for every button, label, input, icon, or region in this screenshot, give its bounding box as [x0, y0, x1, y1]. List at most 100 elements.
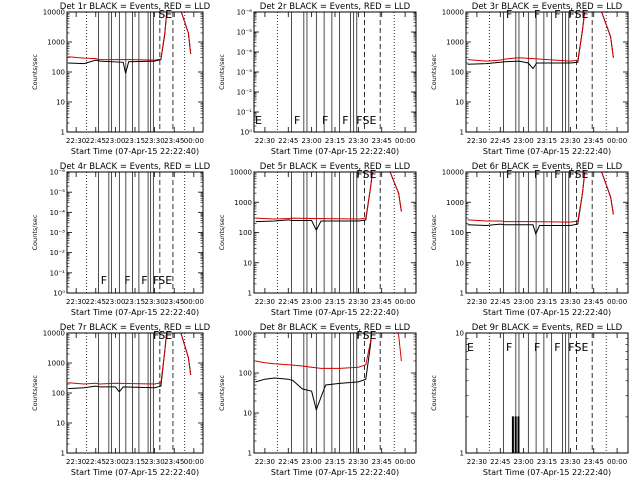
y-tick-label: 10: [455, 259, 464, 267]
x-tick-label: 23:45: [372, 458, 392, 466]
x-tick-label: 23:30: [145, 458, 165, 466]
lld-series-line: [467, 172, 614, 223]
x-tick-label: 23:15: [125, 137, 145, 145]
x-tick-label: 22:45: [490, 137, 510, 145]
y-tick-label: 1: [460, 290, 464, 298]
panel-det-8: Det 8r BLACK = Events, RED = LLD Counts/s…: [218, 323, 417, 477]
flag-label: SE: [574, 341, 588, 354]
x-tick-label: 00:00: [607, 137, 627, 145]
flag-label: SE: [574, 8, 588, 21]
event-lines: [488, 333, 607, 453]
flag-label: F: [568, 8, 574, 21]
y-tick-label: 1000: [234, 199, 252, 207]
x-axis-label: Start Time (07-Apr-15 22:22:40): [71, 308, 199, 317]
y-tick-label: 10⁻⁵: [50, 189, 66, 197]
x-tick-label: 23:30: [560, 298, 580, 306]
flag-label: SE: [574, 168, 588, 181]
y-tick-label: 10⁻⁶: [237, 9, 253, 17]
x-tick-label: 22:30: [255, 458, 275, 466]
y-tick-label: 10000: [442, 169, 464, 177]
y-tick-label: 10000: [230, 169, 252, 177]
x-tick-label: 23:00: [514, 458, 534, 466]
flag-label: SE: [158, 8, 172, 21]
flag-label: F: [322, 114, 328, 127]
y-tick-label: 1: [248, 290, 252, 298]
panel-det-5: Det 5r BLACK = Events, RED = LLD Counts/s…: [218, 162, 417, 317]
flag-label: F: [534, 8, 540, 21]
y-tick-label: 10: [243, 259, 252, 267]
x-tick-label: 22:45: [278, 458, 298, 466]
event-lines: [86, 172, 186, 293]
series-group: [68, 333, 192, 393]
y-tick-label: 1: [460, 450, 464, 458]
lld-series-line: [255, 333, 402, 369]
lld-series-line: [467, 12, 614, 62]
x-tick-label: 23:30: [560, 458, 580, 466]
event-lines: [86, 333, 186, 453]
flag-label: F: [124, 274, 130, 287]
panel-title: Det 9r BLACK = Events, RED = LLD: [472, 323, 623, 333]
plot-frame: [66, 171, 204, 294]
x-tick-label: 23:15: [125, 458, 145, 466]
y-tick-label: 1000: [47, 39, 65, 47]
x-tick-label: 23:00: [105, 137, 125, 145]
plot-frame: [66, 332, 204, 454]
x-tick-label: 00:00: [184, 298, 204, 306]
y-axis-label: Counts/sec: [430, 375, 438, 411]
x-tick-label: 22:30: [66, 298, 86, 306]
x-tick-label: 23:45: [584, 298, 604, 306]
flag-label: F: [534, 341, 540, 354]
y-axis-label: Counts/sec: [218, 54, 226, 90]
y-tick-label: 100: [239, 370, 252, 378]
flag-label: F: [554, 168, 560, 181]
y-tick-label: 10: [243, 410, 252, 418]
event-lines: [488, 12, 607, 132]
plot-frame: [465, 11, 629, 133]
flag-label: F: [294, 114, 300, 127]
x-tick-label: 00:00: [184, 458, 204, 466]
plot-frame: [253, 332, 417, 454]
y-tick-label: 10⁻⁴: [50, 209, 66, 217]
x-tick-label: 23:00: [514, 137, 534, 145]
panel-title: Det 1r BLACK = Events, RED = LLD: [60, 2, 211, 12]
x-axis-label: Start Time (07-Apr-15 22:22:40): [271, 147, 399, 156]
lld-series-line: [68, 12, 192, 61]
x-tick-label: 00:00: [395, 298, 415, 306]
panel-title: Det 5r BLACK = Events, RED = LLD: [260, 162, 411, 172]
panel-title: Det 3r BLACK = Events, RED = LLD: [472, 2, 623, 12]
y-tick-label: 10⁻⁶: [50, 169, 66, 177]
flag-label: F: [568, 168, 574, 181]
x-tick-label: 22:30: [66, 458, 86, 466]
event-lines: [276, 12, 395, 132]
x-tick-label: 22:45: [490, 458, 510, 466]
x-tick-label: 23:15: [325, 137, 345, 145]
y-tick-label: 10: [455, 99, 464, 107]
x-tick-label: 23:15: [537, 458, 557, 466]
flag-label: F: [356, 168, 362, 181]
plot-frame: [465, 332, 629, 454]
y-tick-label: 1: [61, 450, 65, 458]
y-tick-label: 100: [52, 390, 65, 398]
x-axis-label: Start Time (07-Apr-15 22:22:40): [483, 468, 611, 477]
panel-title: Det 8r BLACK = Events, RED = LLD: [260, 323, 411, 333]
flag-label: F: [101, 274, 107, 287]
y-tick-label: 10⁻³: [237, 69, 253, 77]
panel-det-6: Det 6r BLACK = Events, RED = LLD Counts/s…: [430, 162, 629, 317]
x-tick-label: 00:00: [184, 137, 204, 145]
x-tick-label: 23:00: [514, 298, 534, 306]
x-tick-label: 22:30: [255, 298, 275, 306]
x-tick-label: 23:45: [164, 137, 184, 145]
x-tick-label: 00:00: [395, 458, 415, 466]
x-tick-label: 22:30: [467, 137, 487, 145]
events-series-line: [68, 12, 192, 74]
y-tick-label: 1000: [47, 360, 65, 368]
x-axis-label: Start Time (07-Apr-15 22:22:40): [271, 468, 399, 477]
x-tick-label: 22:45: [278, 137, 298, 145]
y-tick-label: 10⁻¹: [237, 109, 253, 117]
flag-label: SE: [362, 114, 376, 127]
series-group: [511, 416, 520, 453]
flag-label: F: [153, 329, 159, 342]
y-tick-label: 1: [248, 450, 252, 458]
flag-label: E: [255, 114, 262, 127]
x-tick-label: 23:45: [584, 137, 604, 145]
